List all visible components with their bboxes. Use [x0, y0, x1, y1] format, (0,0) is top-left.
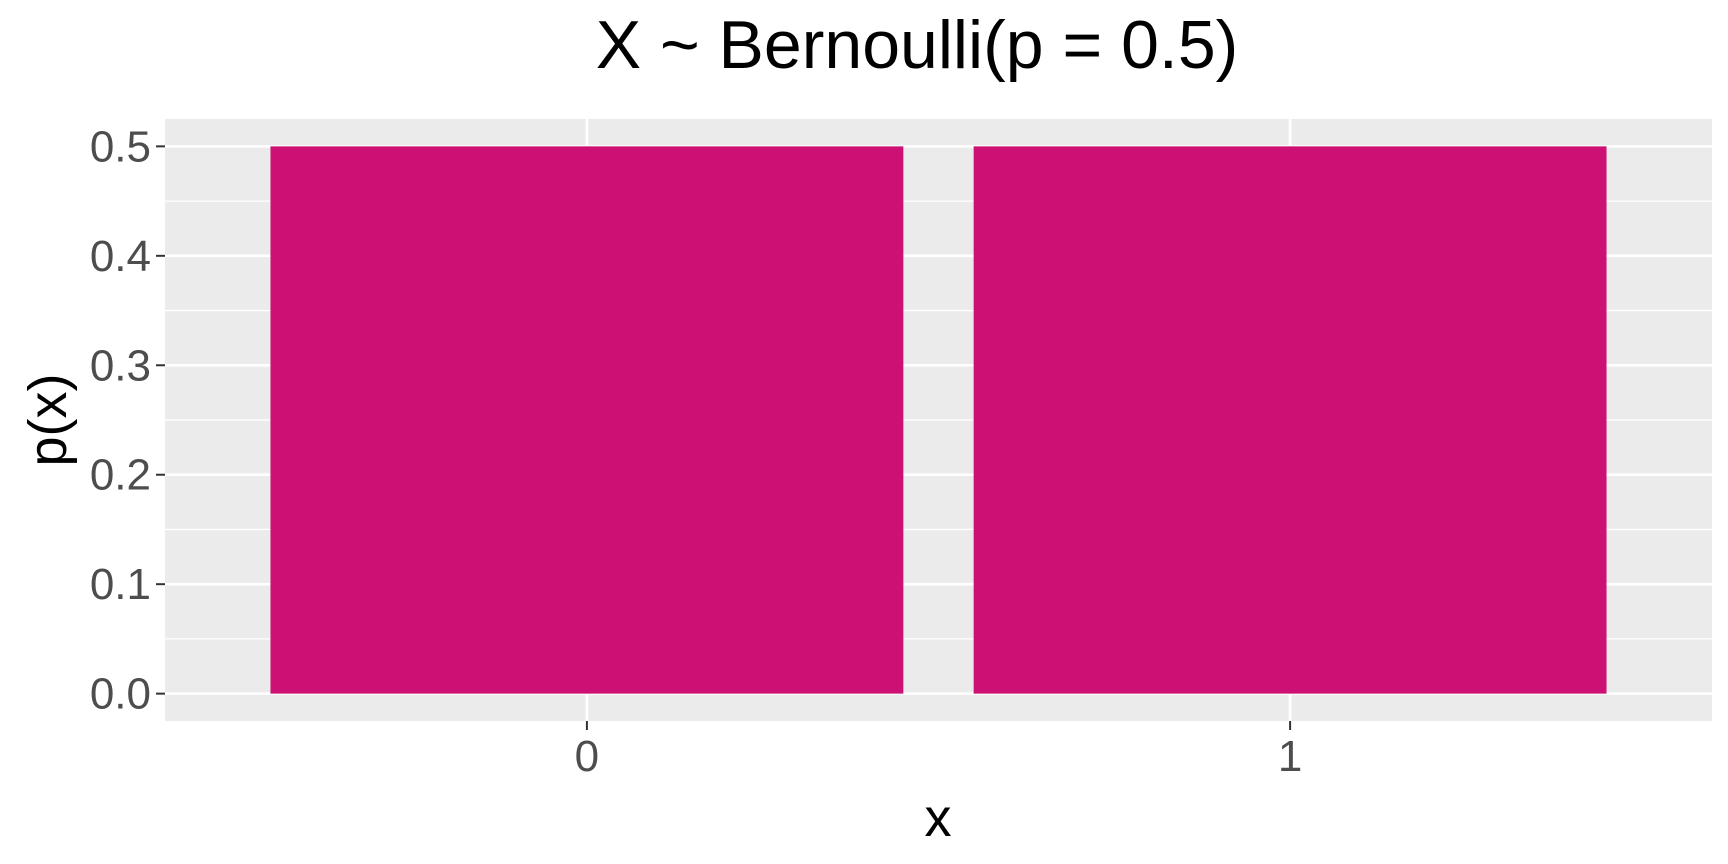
- x-axis-title: x: [925, 788, 952, 848]
- y-tick-label: 0.0: [90, 670, 151, 719]
- chart-title: X ~ Bernoulli(p = 0.5): [596, 7, 1239, 83]
- y-tick-label: 0.1: [90, 560, 151, 609]
- y-axis-title: p(x): [18, 374, 78, 467]
- x-tick-label: 0: [575, 732, 599, 781]
- y-tick-label: 0.3: [90, 341, 151, 390]
- y-tick-label: 0.4: [90, 232, 151, 281]
- bar: [270, 146, 904, 694]
- y-axis: 0.0 0.1 0.2 0.3 0.4 0.5: [90, 122, 165, 719]
- y-tick-label: 0.2: [90, 451, 151, 500]
- y-tick-label: 0.5: [90, 122, 151, 171]
- bars: [270, 146, 1607, 694]
- bar: [973, 146, 1607, 694]
- x-tick-label: 1: [1278, 732, 1302, 781]
